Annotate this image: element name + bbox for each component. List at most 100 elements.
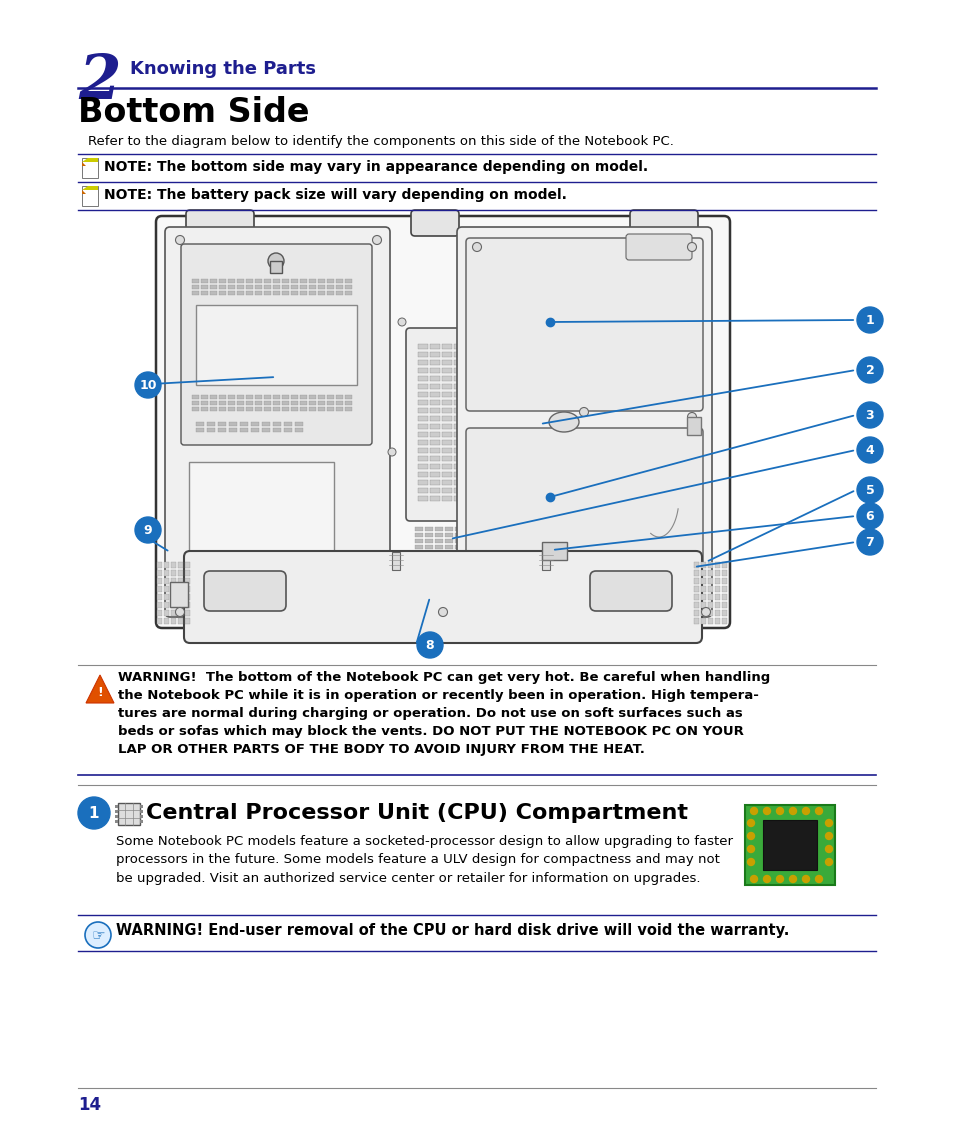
Bar [444,527,453,532]
Bar [291,408,297,411]
Bar [417,369,428,373]
Circle shape [856,357,882,383]
Bar [317,395,325,400]
Bar [477,369,488,373]
Bar [228,285,234,289]
Text: 8: 8 [425,639,434,652]
Bar [201,395,208,400]
Bar [262,422,270,426]
Bar [417,344,428,349]
Bar [291,395,297,400]
Bar [273,279,280,284]
Bar [229,428,236,432]
Bar [455,533,462,537]
Bar [441,408,452,413]
FancyBboxPatch shape [204,571,286,611]
Bar [178,610,183,616]
Bar [541,552,550,571]
Bar [514,408,523,413]
Bar [185,610,190,616]
Bar [501,464,512,470]
Circle shape [175,235,184,245]
Bar [700,571,705,576]
Bar [164,577,169,584]
Bar [178,571,183,576]
Bar [501,408,512,413]
Bar [514,416,523,421]
Bar [219,290,226,295]
Bar [189,461,334,572]
Text: 4: 4 [864,444,874,457]
Bar [501,456,512,461]
Bar [192,290,199,295]
Bar [501,416,512,421]
Bar [465,391,476,397]
Circle shape [856,478,882,503]
Bar [219,285,226,289]
Bar [327,285,334,289]
Bar [501,472,512,478]
Bar [345,279,352,284]
Polygon shape [86,675,113,703]
Bar [430,488,439,492]
Bar [170,582,188,607]
Bar [464,527,473,532]
Bar [417,496,428,501]
Bar [282,285,289,289]
Bar [171,563,175,568]
Bar [228,290,234,295]
Bar [435,533,442,537]
Circle shape [687,592,696,602]
Bar [514,456,523,461]
Bar [254,290,262,295]
Bar [236,401,244,405]
Circle shape [750,807,757,814]
Polygon shape [82,162,86,166]
Bar [228,279,234,284]
Bar [417,424,428,429]
Bar [236,290,244,295]
Bar [299,285,307,289]
Bar [465,416,476,421]
Bar [229,422,236,426]
Bar [164,563,169,568]
Bar [335,408,343,411]
Bar [441,416,452,421]
Bar [430,480,439,484]
Bar [454,391,463,397]
Bar [210,408,216,411]
Bar [490,352,499,357]
Bar [525,344,536,349]
Bar [501,432,512,437]
Bar [246,408,253,411]
Bar [201,408,208,411]
Bar [430,432,439,437]
FancyBboxPatch shape [181,245,372,445]
Bar [157,618,162,625]
Bar [430,472,439,478]
Bar [477,432,488,437]
Bar [514,424,523,429]
Bar [424,527,433,532]
Bar [140,820,143,823]
Bar [185,618,190,625]
Circle shape [789,876,796,883]
Circle shape [700,607,710,616]
FancyBboxPatch shape [465,428,702,566]
Bar [251,422,258,426]
Bar [490,383,499,389]
Circle shape [856,503,882,529]
Bar [464,533,473,537]
Bar [201,401,208,405]
Bar [515,545,522,549]
FancyBboxPatch shape [589,571,671,611]
Bar [525,360,536,365]
Bar [430,440,439,445]
Bar [495,545,502,549]
Bar [490,377,499,381]
Bar [140,805,143,808]
FancyBboxPatch shape [186,210,253,236]
Bar [284,428,292,432]
Bar [240,422,248,426]
Bar [454,360,463,365]
